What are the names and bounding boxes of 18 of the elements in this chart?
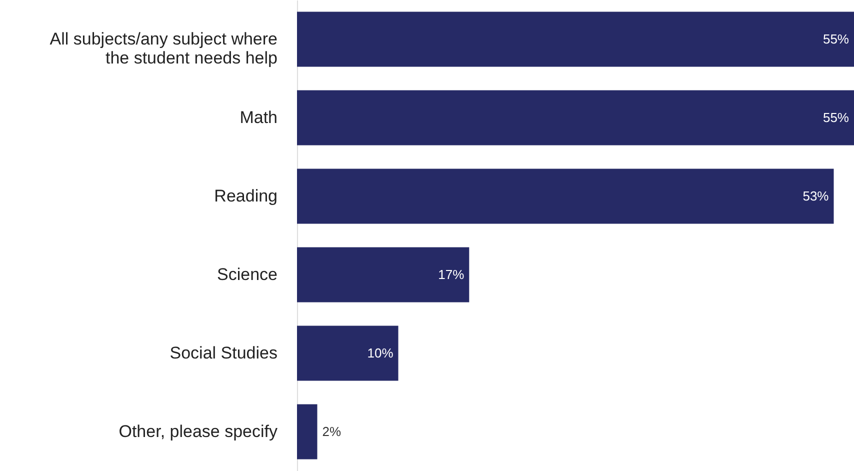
bar [297, 168, 834, 224]
bar [297, 247, 470, 302]
data-label: 17% [438, 266, 465, 282]
data-label: 53% [802, 188, 830, 204]
y-tick-label: Other, please specify [118, 422, 278, 441]
bar [297, 404, 318, 460]
y-tick-label: All subjects/any subject where the student needs help [50, 29, 278, 68]
data-label: 55% [822, 110, 850, 125]
y-tick-label: Reading [214, 186, 278, 206]
y-tick-label: Social Studies [170, 343, 278, 362]
data-label: 2% [322, 424, 342, 439]
bar [297, 90, 854, 146]
data-label: 55% [822, 31, 850, 46]
bar [297, 12, 854, 67]
bar [297, 326, 398, 381]
y-tick-label: Science [217, 264, 278, 284]
data-label: 10% [367, 345, 394, 360]
y-tick-label: Math [240, 108, 278, 127]
